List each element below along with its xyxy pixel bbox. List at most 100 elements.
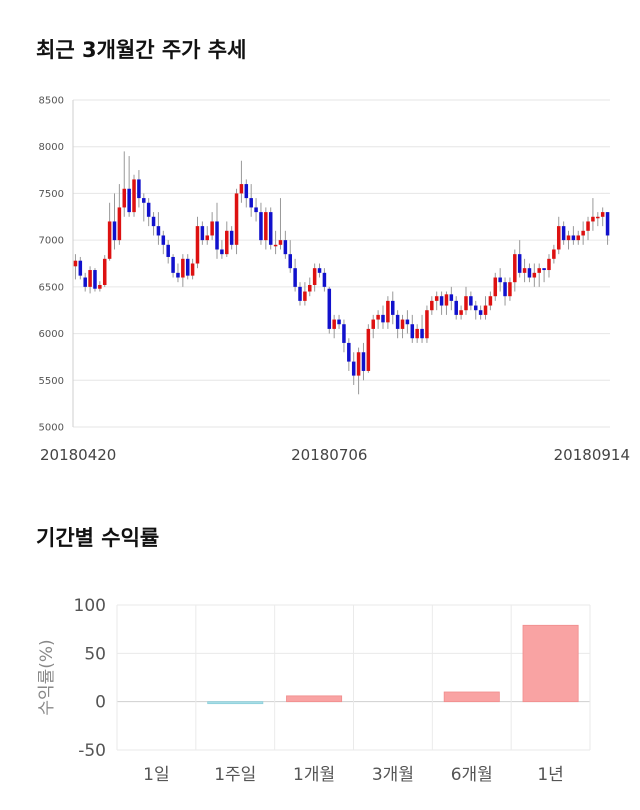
candle-body <box>532 272 537 278</box>
candle-body <box>361 352 366 371</box>
y-tick-label: 6000 <box>39 329 64 340</box>
returns-bar-chart: -50 0 50 100 수익률(%) 1일 1주일 1개월 3개월 6개월 1년 <box>37 596 591 785</box>
candle-body <box>185 258 190 276</box>
candle-body <box>93 270 97 289</box>
candle-body <box>127 188 131 213</box>
x-tick-label: 20180420 <box>40 446 116 464</box>
candle-body <box>308 284 312 292</box>
y-tick-label: 100 <box>74 596 106 616</box>
candle-body <box>459 310 463 315</box>
candle-body <box>317 268 322 273</box>
candle-body <box>210 221 214 236</box>
candle-body <box>449 294 454 301</box>
y-tick-label: 50 <box>84 644 106 664</box>
x-tick-label: 1개월 <box>293 765 335 785</box>
candle-body <box>376 314 380 320</box>
candle-body <box>254 207 258 213</box>
candle-body <box>473 305 478 311</box>
x-tick-label: 20180914 <box>554 446 630 464</box>
candle-body <box>430 300 434 311</box>
candle-body <box>337 319 341 325</box>
candle-body <box>200 226 205 241</box>
candle-body <box>88 270 92 287</box>
candle-body <box>278 240 283 245</box>
y-tick-label: 5500 <box>39 376 64 387</box>
candle-body <box>234 193 239 245</box>
candle-body <box>508 282 512 297</box>
candle-body <box>405 319 410 325</box>
candle-body <box>444 294 449 306</box>
candle-body <box>586 221 590 231</box>
y-tick-label: 8000 <box>39 142 64 153</box>
candle-body <box>259 212 263 241</box>
candle-body <box>112 221 117 241</box>
candle-body <box>464 296 468 311</box>
candle-body <box>556 226 561 250</box>
returns-title: 기간별 수익률 <box>36 526 160 550</box>
candle-body <box>351 361 356 376</box>
candle-body <box>268 212 273 245</box>
candle-body <box>332 319 336 329</box>
candle-body <box>102 258 107 285</box>
candle-body <box>391 300 395 315</box>
candle-body <box>561 226 566 241</box>
candle-body <box>288 254 292 269</box>
candle-body <box>371 319 375 329</box>
candle-body <box>107 221 112 259</box>
return-bar <box>207 701 264 705</box>
candle-body <box>78 260 83 276</box>
candle-body <box>600 212 605 217</box>
candle-body <box>132 179 136 213</box>
candle-body <box>488 296 493 306</box>
candle-body <box>596 216 600 219</box>
candle-body <box>273 244 278 247</box>
candle-body <box>142 198 146 203</box>
y-tick-label: 6500 <box>39 282 64 293</box>
candle-body <box>312 268 317 285</box>
y-tick-label: 0 <box>95 693 106 713</box>
candle-body <box>356 352 361 376</box>
candle-body <box>425 310 429 339</box>
price-trend-title: 최근 3개월간 주가 추세 <box>36 38 247 62</box>
y-axis-label: 수익률(%) <box>37 639 57 715</box>
candle-body <box>434 296 439 301</box>
candle-body <box>581 230 585 236</box>
candle-body <box>478 310 483 315</box>
candle-body <box>366 328 371 371</box>
y-tick-label: 8500 <box>39 96 64 107</box>
candle-body <box>493 277 498 297</box>
y-tick-label: 5000 <box>39 423 64 434</box>
candle-body <box>264 212 268 241</box>
candle-body <box>439 296 444 306</box>
candle-body <box>420 328 424 339</box>
candle-body <box>161 235 166 245</box>
x-tick-label: 20180706 <box>291 446 367 464</box>
candle-body <box>342 324 346 343</box>
candle-body <box>542 268 546 271</box>
candle-body <box>537 268 541 273</box>
candle-body <box>517 254 522 273</box>
candle-body <box>176 272 180 278</box>
candle-body <box>166 244 170 257</box>
candle-body <box>522 268 527 273</box>
candle-body <box>156 226 161 236</box>
candle-body <box>244 184 249 199</box>
candle-body <box>400 319 405 329</box>
candle-body <box>469 296 473 306</box>
candle-body <box>190 263 195 276</box>
y-tick-label: -50 <box>78 741 106 761</box>
candle-body <box>249 198 253 208</box>
candle-body <box>195 226 200 264</box>
return-bar <box>443 691 500 703</box>
y-tick-label: 7000 <box>39 236 64 247</box>
candle-body <box>571 235 576 241</box>
candle-body <box>552 249 556 259</box>
candle-body <box>220 249 224 255</box>
candle-body <box>73 260 78 267</box>
x-tick-label: 3개월 <box>372 765 414 785</box>
candle-body <box>527 268 532 278</box>
candle-body <box>98 284 102 289</box>
candle-body <box>181 258 185 278</box>
x-tick-label: 6개월 <box>451 765 493 785</box>
candle-body <box>215 221 219 250</box>
